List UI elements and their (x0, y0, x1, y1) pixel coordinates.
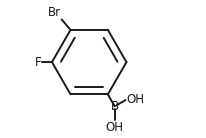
Text: OH: OH (106, 121, 124, 134)
Text: F: F (35, 56, 42, 69)
Text: Br: Br (48, 6, 61, 19)
Text: OH: OH (126, 93, 144, 106)
Text: B: B (111, 100, 119, 113)
